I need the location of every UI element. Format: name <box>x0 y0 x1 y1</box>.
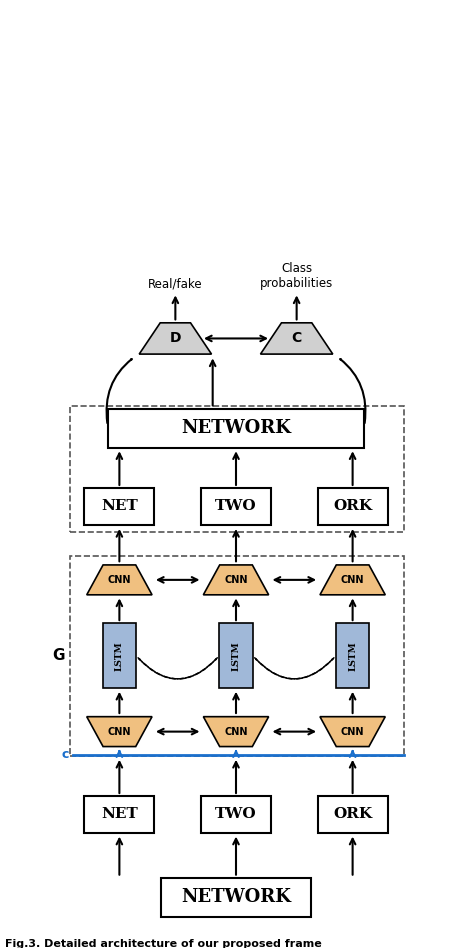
Bar <box>318 796 388 832</box>
Text: D: D <box>169 332 181 345</box>
FancyArrowPatch shape <box>107 359 132 423</box>
Polygon shape <box>320 565 385 594</box>
Text: C: C <box>292 332 302 345</box>
Bar <box>201 796 271 832</box>
Polygon shape <box>320 717 385 747</box>
Text: NET: NET <box>101 500 138 513</box>
Bar <box>84 488 154 524</box>
Text: CNN: CNN <box>108 726 131 737</box>
Polygon shape <box>139 323 211 355</box>
Text: CNN: CNN <box>341 726 364 737</box>
Bar <box>108 409 364 447</box>
Bar <box>201 488 271 524</box>
Text: CNN: CNN <box>108 574 131 585</box>
Text: LSTM: LSTM <box>231 641 241 670</box>
Polygon shape <box>203 565 269 594</box>
FancyArrowPatch shape <box>139 658 217 679</box>
Bar <box>318 488 388 524</box>
Polygon shape <box>261 323 333 355</box>
Text: LSTM: LSTM <box>115 641 124 670</box>
Bar <box>161 878 311 917</box>
FancyArrowPatch shape <box>256 658 334 679</box>
Text: NETWORK: NETWORK <box>181 888 291 906</box>
Text: LSTM: LSTM <box>348 641 357 670</box>
Bar <box>102 623 136 688</box>
Bar <box>219 623 253 688</box>
Text: G: G <box>52 648 65 664</box>
Bar <box>70 406 404 532</box>
Text: CNN: CNN <box>224 726 248 737</box>
FancyArrowPatch shape <box>138 658 216 679</box>
Text: Real/fake: Real/fake <box>148 277 202 290</box>
Polygon shape <box>203 717 269 747</box>
Text: ORK: ORK <box>333 808 372 821</box>
Text: TWO: TWO <box>215 808 257 821</box>
Text: NET: NET <box>101 808 138 821</box>
FancyArrowPatch shape <box>255 658 333 679</box>
Text: ORK: ORK <box>333 500 372 513</box>
Polygon shape <box>87 565 152 594</box>
Text: TWO: TWO <box>215 500 257 513</box>
Text: c: c <box>61 748 68 761</box>
Bar <box>70 556 404 756</box>
Polygon shape <box>87 717 152 747</box>
Text: Class
probabilities: Class probabilities <box>260 263 333 290</box>
Text: CNN: CNN <box>341 574 364 585</box>
Bar <box>84 796 154 832</box>
FancyArrowPatch shape <box>340 359 365 423</box>
Text: NETWORK: NETWORK <box>181 419 291 437</box>
Text: Fig.3. Detailed architecture of our proposed frame: Fig.3. Detailed architecture of our prop… <box>5 939 322 948</box>
Text: CNN: CNN <box>224 574 248 585</box>
Bar <box>336 623 370 688</box>
